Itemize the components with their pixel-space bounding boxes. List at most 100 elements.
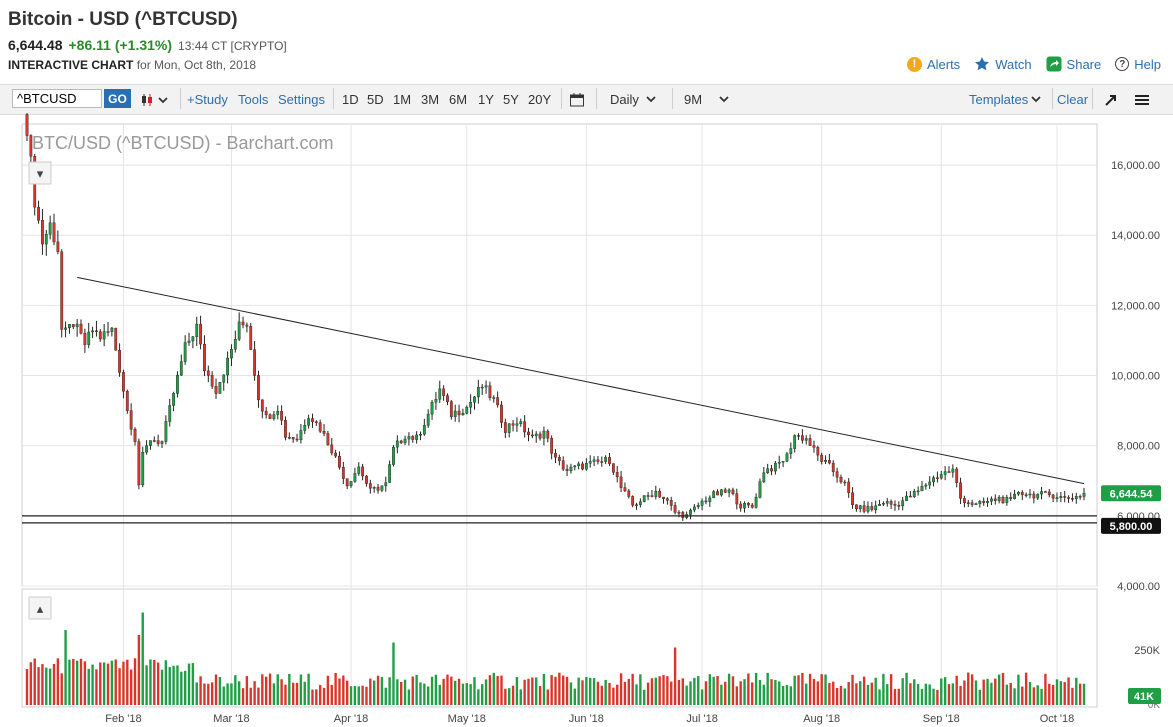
volume-bar [249,687,252,705]
candle [64,327,67,330]
range-20y[interactable]: 20Y [528,92,552,107]
candle [388,464,392,483]
y-tick-label: 10,000.00 [1111,371,1160,383]
candle [214,386,218,394]
range-3m[interactable]: 3M [421,92,440,107]
candle [808,438,812,446]
period-dropdown[interactable]: 9M [684,85,732,114]
range-1y[interactable]: 1Y [478,92,494,107]
volume-bar [199,676,202,705]
chart-type-dropdown[interactable] [140,85,170,114]
alerts-link[interactable]: ! Alerts [906,56,960,72]
candle [820,454,824,462]
volume-bar [245,676,249,705]
price-chart[interactable]: 4,000.006,000.008,000.0010,000.0012,000.… [0,113,1173,727]
volume-bar [808,673,812,705]
volume-bar [41,664,44,705]
volume-bar [234,675,237,705]
candle [257,375,260,401]
volume-bar [635,684,638,705]
go-button[interactable]: GO [104,89,131,108]
candle [484,385,488,388]
candle [743,503,746,509]
volume-bar [369,678,372,705]
candle [527,431,530,436]
volume-bar [322,687,326,705]
symbol-input[interactable] [12,89,102,108]
candle [577,463,581,467]
candle [226,357,229,376]
candle [932,477,935,483]
volume-bar [133,658,137,705]
candle [164,421,168,442]
candle [569,466,573,471]
templates-dropdown[interactable]: Templates [969,85,1044,114]
share-link[interactable]: Share [1046,56,1102,72]
candle [538,433,542,439]
candle [673,505,677,513]
volume-bar [457,678,461,705]
volume-bar [60,673,63,705]
volume-bar [461,683,465,705]
volume-bar [967,672,970,705]
candle [203,343,206,372]
volume-bar [126,659,129,705]
expand-volume-button[interactable]: ▴ [28,596,52,620]
share-label: Share [1066,56,1102,72]
candle [534,433,538,437]
candle [191,336,195,342]
candle [83,333,87,345]
volume-bar [631,673,634,705]
candle [897,505,901,507]
volume-bar [978,689,982,705]
volume-bar [920,689,924,705]
candle [596,459,600,462]
candle [889,501,893,505]
volume-bar [288,673,291,705]
calendar-button[interactable] [569,85,585,114]
candle [966,502,970,504]
collapse-panel-button[interactable]: ▾ [28,161,52,185]
candle [407,436,411,440]
volume-bar [801,672,804,705]
volume-bar [276,674,279,705]
candle [461,413,465,416]
range-1m[interactable]: 1M [393,92,412,107]
volume-bar [45,667,48,705]
candle [1071,498,1074,500]
menu-button[interactable] [1134,85,1150,114]
volume-bar [465,683,468,705]
range-6m[interactable]: 6M [449,92,468,107]
help-link[interactable]: ? Help [1115,57,1161,72]
volume-bar [535,677,538,705]
y-tick-label: 16,000.00 [1111,160,1160,172]
candle [874,505,878,510]
chart-label: INTERACTIVE CHART [8,58,134,72]
expand-button[interactable] [1103,85,1119,114]
candle [600,461,604,463]
candle [959,482,962,499]
range-1d[interactable]: 1D [342,92,359,107]
candlestick-icon [142,93,168,106]
candle [696,505,700,508]
volume-bar [210,682,214,705]
tools-button[interactable]: Tools [238,92,269,107]
candle [156,440,160,444]
candle [129,410,133,430]
volume-bar [1024,672,1028,705]
settings-button[interactable]: Settings [278,92,325,107]
period-value: 9M [684,92,703,107]
candle [592,459,596,462]
candle [627,490,631,497]
range-5d[interactable]: 5D [367,92,384,107]
volume-bar [110,660,114,705]
candle [338,455,341,468]
watch-link[interactable]: Watch [974,56,1032,72]
range-5y[interactable]: 5Y [503,92,519,107]
interval-dropdown[interactable]: Daily [610,85,659,114]
volume-bar [122,661,125,705]
study-button[interactable]: +Study [187,92,228,107]
volume-bar [484,679,488,705]
clear-button[interactable]: Clear [1057,92,1089,107]
candle [936,477,939,479]
